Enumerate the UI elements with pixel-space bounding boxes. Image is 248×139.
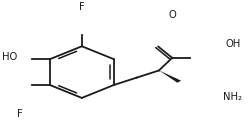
Text: F: F bbox=[79, 2, 85, 12]
Text: HO: HO bbox=[2, 52, 18, 62]
Polygon shape bbox=[159, 70, 181, 83]
Text: F: F bbox=[17, 109, 23, 119]
Text: O: O bbox=[168, 10, 176, 20]
Text: OH: OH bbox=[226, 39, 241, 49]
Text: NH₂: NH₂ bbox=[223, 92, 243, 102]
